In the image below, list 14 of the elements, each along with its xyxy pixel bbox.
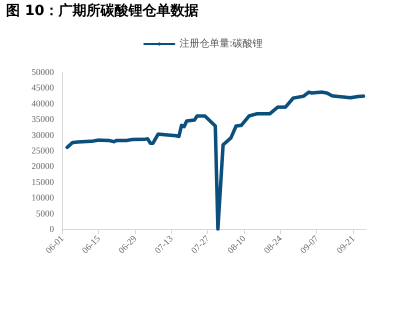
y-tick-label: 0 (50, 224, 54, 234)
y-tick-label: 45000 (32, 82, 54, 93)
chart-title: 图 10：广期所碳酸锂仓单数据 (6, 2, 198, 20)
y-tick-label: 20000 (32, 161, 54, 172)
y-tick-label: 50000 (32, 67, 54, 77)
y-tick-label: 10000 (32, 192, 54, 203)
y-tick-label: 35000 (32, 114, 54, 124)
y-tick-label: 25000 (32, 146, 54, 156)
y-tick-label: 30000 (32, 130, 54, 140)
line-series (65, 90, 366, 231)
legend-label: 注册仓单量:碳酸锂 (179, 38, 263, 50)
y-tick-label: 15000 (32, 176, 54, 187)
y-tick-label: 40000 (32, 98, 54, 108)
y-tick-label: 5000 (36, 208, 54, 218)
